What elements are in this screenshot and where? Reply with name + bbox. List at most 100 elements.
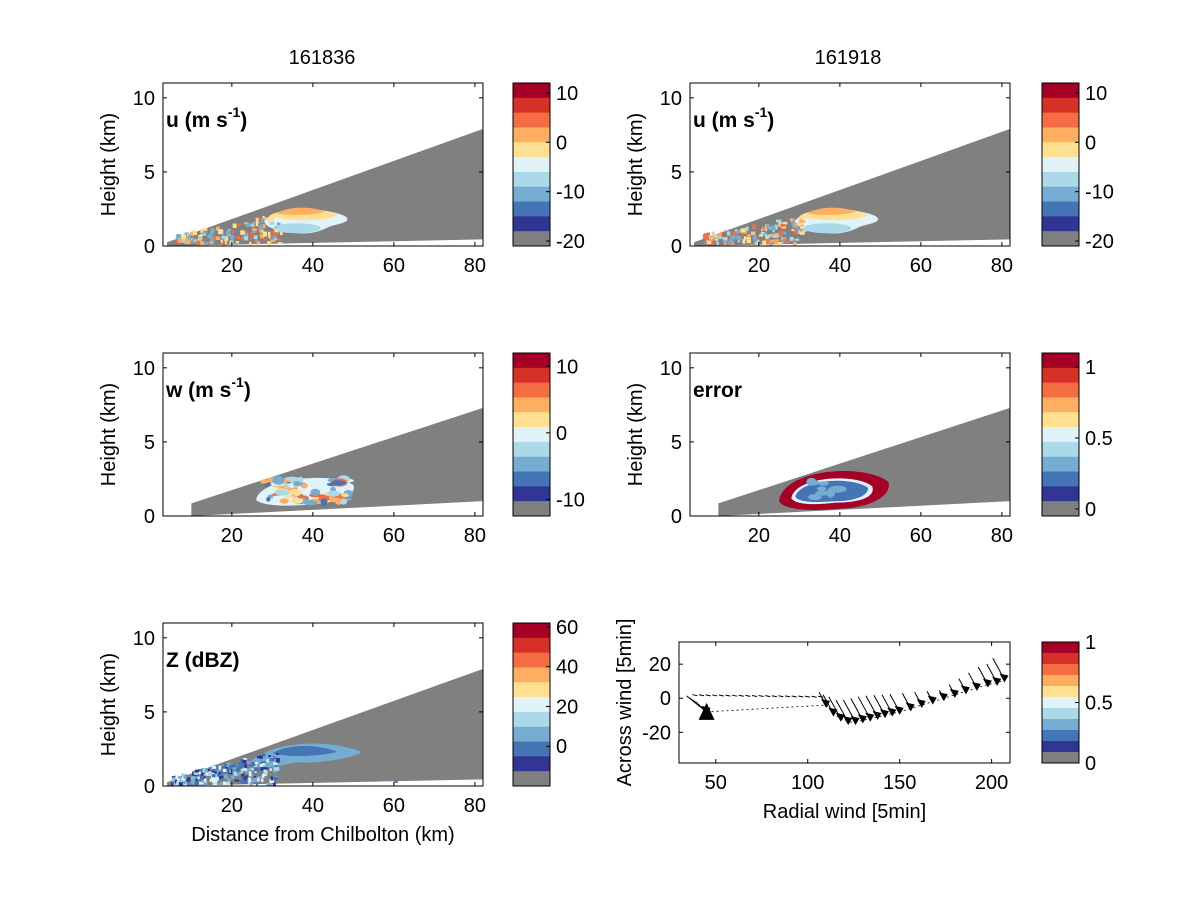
colorbar-tick-label: 20 xyxy=(556,696,578,718)
z-clutter xyxy=(269,768,272,771)
z-left-colorbar-segment xyxy=(513,726,550,743)
z-left-axes-box xyxy=(162,622,484,787)
u-left-clutter xyxy=(221,229,225,235)
error-right-plot-area xyxy=(718,407,1010,516)
wind-vector-head xyxy=(982,678,992,688)
u-left-clutter xyxy=(249,241,252,246)
wind-vector-head xyxy=(992,676,1002,686)
u-right-clutter xyxy=(715,238,718,241)
u-left-clutter xyxy=(222,241,226,246)
u-right-clutter xyxy=(766,242,771,246)
u-left-clutter xyxy=(209,240,214,245)
u-left-clutter xyxy=(230,234,234,239)
w-left-colorbar-segment xyxy=(513,427,550,443)
w-left-scan-wedge xyxy=(191,407,483,516)
z-clutter xyxy=(175,775,179,780)
u-left-clutter xyxy=(235,241,240,244)
z-clutter xyxy=(235,770,239,774)
z-clutter xyxy=(261,778,264,782)
x-tick-label: 40 xyxy=(829,255,851,277)
panel-label-sup: -1 xyxy=(755,104,768,120)
u-right-clutter xyxy=(736,235,742,240)
z-clutter xyxy=(244,775,248,779)
y-tick-label: 0 xyxy=(144,506,155,528)
z-clutter xyxy=(214,773,217,778)
u-right-clutter xyxy=(778,219,782,225)
z-clutter xyxy=(183,775,187,779)
wind-vector-head xyxy=(865,712,875,722)
z-clutter xyxy=(234,771,237,776)
panel-label-main: u (m s xyxy=(166,109,228,132)
u-left-clutter xyxy=(181,234,187,240)
u-left-clutter xyxy=(184,232,190,236)
z-clutter xyxy=(192,778,196,783)
z-clutter xyxy=(236,767,240,771)
u-left-clutter xyxy=(220,239,223,244)
z-clutter xyxy=(204,768,208,773)
z-clutter xyxy=(240,759,245,764)
w-left-colorbar-segment xyxy=(513,501,550,517)
u-left-colorbar-segment xyxy=(513,97,550,114)
error-right-colorbar-box xyxy=(1041,352,1080,517)
y-tick-label: 10 xyxy=(133,88,155,110)
u-right-clutter xyxy=(774,241,779,245)
u-right-clutter xyxy=(735,232,739,237)
wind-right-y-axis-label: Across wind [5min] xyxy=(614,619,636,787)
w-left-colorbar-segment xyxy=(513,456,550,473)
z-clutter xyxy=(218,771,221,775)
u-right-clutter xyxy=(752,235,757,241)
u-right-clutter xyxy=(755,239,760,245)
u-right-clutter xyxy=(719,231,722,235)
error-patch xyxy=(816,486,827,492)
u-left-clutter xyxy=(274,232,277,237)
w-blob xyxy=(291,496,304,504)
error-right-axes-box xyxy=(689,352,1011,517)
z-clutter xyxy=(260,763,264,767)
colorbar-tick-label: 0.5 xyxy=(1085,428,1113,450)
z-clutter xyxy=(273,767,279,771)
u-left-clutter xyxy=(190,233,194,236)
z-left-colorbar-segment xyxy=(513,682,550,698)
u-left-clutter xyxy=(272,230,276,235)
u-left-clutter xyxy=(268,231,271,237)
u-left-clutter xyxy=(272,235,278,239)
u-right-colorbar-segment xyxy=(1042,112,1079,128)
u-left-clutter xyxy=(273,238,278,241)
u-left-clutter xyxy=(205,241,209,246)
u-left-clutter xyxy=(253,235,258,240)
u-right-clutter xyxy=(703,233,709,238)
colorbar-tick-label: 10 xyxy=(556,83,578,105)
z-clutter xyxy=(222,768,227,773)
z-left-colorbar-segment xyxy=(513,741,550,757)
error-right-panel-label: error xyxy=(693,379,742,402)
z-left-plot-area xyxy=(167,668,483,786)
z-clutter xyxy=(200,771,204,777)
z-clutter xyxy=(171,782,176,786)
wind-vector-head xyxy=(938,692,948,702)
z-far-echo xyxy=(393,780,398,783)
w-blob xyxy=(320,498,328,507)
z-clutter xyxy=(269,779,274,783)
wind-vector-head xyxy=(916,699,926,709)
z-clutter xyxy=(238,764,244,769)
u-left-clutter xyxy=(211,233,214,237)
x-tick-label: 80 xyxy=(991,525,1013,547)
w-left-y-axis-label: Height (km) xyxy=(98,383,120,486)
x-tick-label: 200 xyxy=(975,772,1008,794)
u-right-clutter xyxy=(742,239,746,244)
u-left-clutter xyxy=(268,217,271,223)
z-clutter xyxy=(225,782,230,786)
wind-vector-head xyxy=(850,716,860,726)
z-clutter xyxy=(261,753,266,757)
u-left-clutter xyxy=(279,231,283,236)
z-left-colorbar-segment xyxy=(513,756,550,772)
z-clutter xyxy=(275,753,278,758)
z-clutter xyxy=(231,764,237,770)
u-left-clutter xyxy=(199,241,205,245)
wind-vector-head xyxy=(887,707,897,717)
z-clutter xyxy=(172,777,177,781)
wind-vector-small xyxy=(765,695,771,698)
z-clutter xyxy=(273,760,278,765)
u-left-clutter xyxy=(250,235,253,241)
